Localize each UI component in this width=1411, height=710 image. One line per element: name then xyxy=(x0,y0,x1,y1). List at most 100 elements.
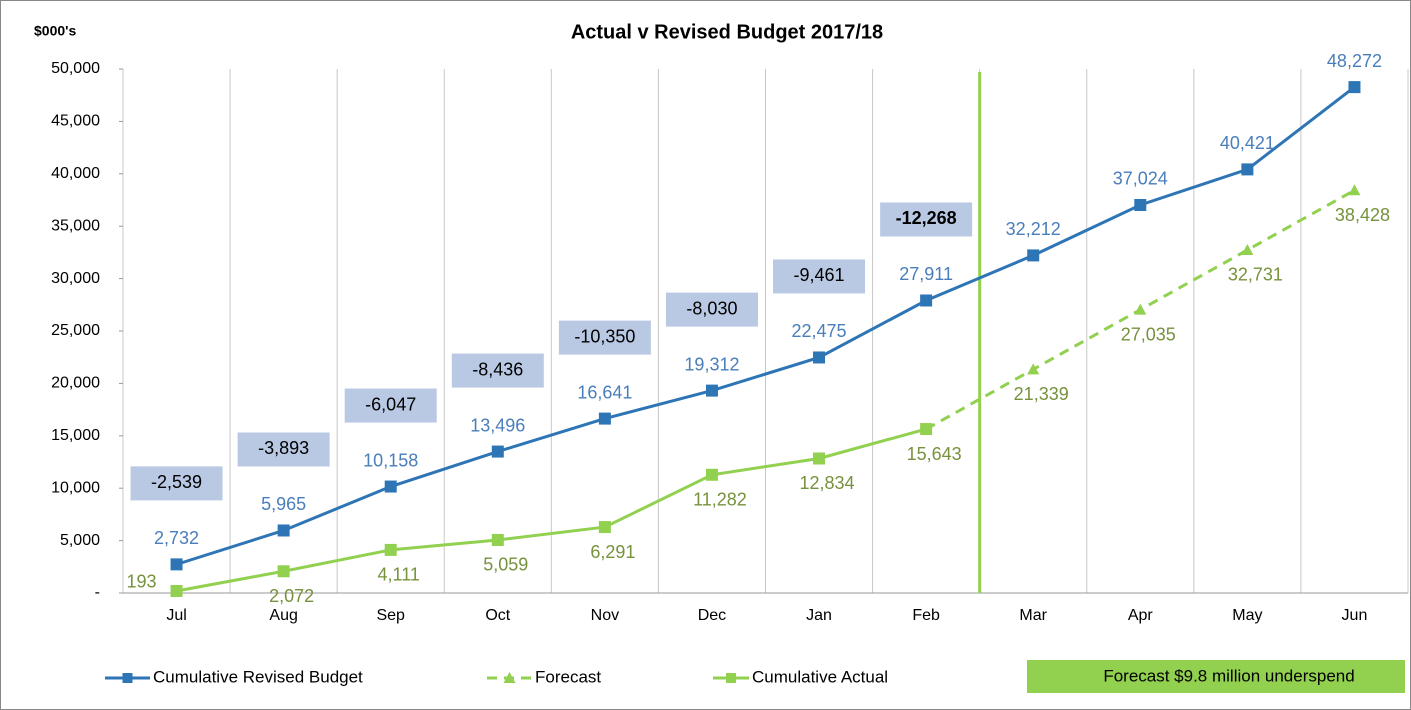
y-tick-label: 20,000 xyxy=(51,375,100,392)
point xyxy=(920,294,933,307)
variance-label: -3,893 xyxy=(258,438,309,458)
point xyxy=(1348,184,1361,196)
variance-label: -8,436 xyxy=(472,359,523,379)
point xyxy=(598,521,611,534)
point xyxy=(705,384,718,397)
data-label: 10,158 xyxy=(363,450,418,470)
data-label: 22,475 xyxy=(792,321,847,341)
variance-label: -9,461 xyxy=(794,265,845,285)
legend-label: Cumulative Actual xyxy=(752,667,888,686)
data-label: 27,911 xyxy=(899,264,953,284)
point xyxy=(170,584,183,597)
y-axis-label: $000's xyxy=(34,23,76,39)
data-label: 32,212 xyxy=(1006,219,1061,239)
y-tick-label: 40,000 xyxy=(51,165,100,182)
point xyxy=(384,543,397,556)
point xyxy=(170,558,183,571)
point xyxy=(1027,249,1040,262)
x-tick-label: Jul xyxy=(166,607,186,624)
variance-box xyxy=(344,388,437,423)
variance-box xyxy=(665,292,758,327)
chart-title: Actual v Revised Budget 2017/18 xyxy=(571,21,883,43)
data-label: 11,282 xyxy=(693,490,747,510)
point xyxy=(1134,303,1147,315)
point xyxy=(491,445,504,458)
point xyxy=(1241,243,1254,255)
y-tick-label: 10,000 xyxy=(51,479,100,496)
point xyxy=(598,412,611,425)
data-label: 15,643 xyxy=(907,444,962,464)
point xyxy=(1027,363,1040,375)
data-label: 19,312 xyxy=(684,354,739,374)
data-label: 2,072 xyxy=(269,586,314,606)
variance-label: -10,350 xyxy=(574,326,635,346)
point xyxy=(277,565,290,578)
x-tick-label: Sep xyxy=(376,607,405,624)
point xyxy=(277,524,290,537)
variance-label: -8,030 xyxy=(686,298,737,318)
legend-label: Cumulative Revised Budget xyxy=(153,667,363,686)
data-label: 5,059 xyxy=(483,555,528,575)
variance-label: -2,539 xyxy=(151,472,202,492)
series-line xyxy=(176,427,927,593)
variance-box xyxy=(237,432,330,467)
data-label: 37,024 xyxy=(1113,169,1168,189)
data-label: 4,111 xyxy=(378,565,420,585)
point xyxy=(920,423,933,436)
x-tick-label: Dec xyxy=(698,607,726,624)
legend-marker xyxy=(726,673,736,683)
y-tick-label: 15,000 xyxy=(51,427,100,444)
x-tick-label: Jan xyxy=(806,607,832,624)
data-label: 13,496 xyxy=(470,415,525,435)
series-line xyxy=(176,85,1356,566)
data-label: 16,641 xyxy=(577,382,632,402)
x-tick-label: Oct xyxy=(485,607,510,624)
y-tick-label: 50,000 xyxy=(51,60,100,77)
data-label: 5,965 xyxy=(261,494,306,514)
variance-box xyxy=(130,466,223,501)
legend-label: Forecast xyxy=(535,667,601,686)
y-tick-label: 30,000 xyxy=(51,270,100,287)
point xyxy=(384,480,397,493)
data-label: 27,035 xyxy=(1121,324,1176,344)
data-label: 21,339 xyxy=(1014,384,1069,404)
variance-box xyxy=(773,259,866,294)
x-tick-label: Feb xyxy=(912,607,940,624)
x-tick-label: Apr xyxy=(1128,607,1154,624)
data-label: 48,272 xyxy=(1327,51,1382,71)
x-tick-label: Jun xyxy=(1342,607,1368,624)
callout-box xyxy=(1027,660,1405,693)
data-label: 32,731 xyxy=(1228,265,1283,285)
x-tick-label: May xyxy=(1232,607,1262,624)
data-label: 193 xyxy=(127,572,157,592)
y-tick-label: 25,000 xyxy=(51,322,100,339)
data-label: 2,732 xyxy=(154,528,199,548)
x-tick-label: Aug xyxy=(269,607,297,624)
variance-box xyxy=(880,202,973,237)
point xyxy=(705,468,718,481)
point xyxy=(1348,81,1361,94)
y-tick-label: 45,000 xyxy=(51,113,100,130)
data-label: 6,291 xyxy=(590,542,635,562)
point xyxy=(491,533,504,546)
legend-marker xyxy=(503,672,516,683)
legend-marker xyxy=(122,673,133,683)
data-label: 38,428 xyxy=(1335,205,1390,225)
point xyxy=(813,351,826,364)
point xyxy=(1134,198,1147,211)
point xyxy=(1241,163,1254,176)
y-tick-label: 5,000 xyxy=(60,532,100,549)
callout: Forecast $9.8 million underspend xyxy=(1103,666,1354,685)
data-label: 12,834 xyxy=(800,473,855,493)
x-tick-label: Mar xyxy=(1019,607,1047,624)
variance-label: -6,047 xyxy=(365,394,416,414)
y-tick-label: 35,000 xyxy=(51,217,100,234)
variance-box xyxy=(451,353,544,388)
x-tick-label: Nov xyxy=(591,607,619,624)
point xyxy=(813,452,826,465)
variance-box xyxy=(558,320,651,355)
data-label: 40,421 xyxy=(1220,133,1275,153)
y-tick-label: - xyxy=(95,584,100,601)
